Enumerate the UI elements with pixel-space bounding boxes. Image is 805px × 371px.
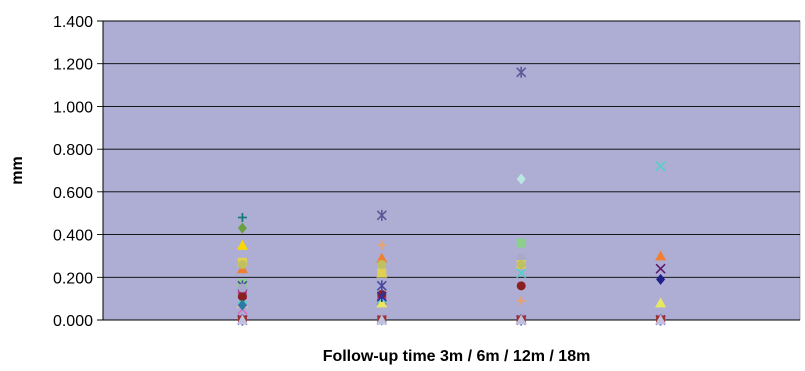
y-tick-label: 0.200 [53,270,93,287]
data-point [376,280,387,292]
y-tick-label: 1.200 [53,57,93,74]
data-point [516,259,526,269]
data-points [236,66,667,326]
data-point [237,222,247,234]
data-point [655,297,667,308]
plot-area [102,20,801,321]
data-point [516,238,526,248]
y-tick-label: 1.000 [53,99,93,116]
grid-lines [97,20,800,321]
data-point [515,314,527,325]
y-tick-labels: 0.000 0.200 0.400 0.600 0.800 1.000 1.200 1.400 [53,14,93,330]
data-point [237,283,247,293]
data-point [376,209,387,221]
y-tick-label: 0.600 [53,185,93,202]
data-point [655,263,666,274]
data-point [376,291,387,303]
data-point [656,273,666,285]
data-point [237,299,247,311]
data-point [237,259,247,269]
y-tick-label: 1.400 [53,14,93,31]
data-point [236,239,248,250]
data-point [516,296,526,306]
y-tick-label: 0.800 [53,142,93,159]
y-axis-title: mm [9,156,26,184]
data-point [237,212,247,222]
data-point [377,259,387,269]
x-axis-title: Follow-up time 3m / 6m / 12m / 18m [323,348,591,365]
data-point [516,66,527,78]
data-point [376,314,388,325]
data-point [376,297,388,308]
data-point [376,252,388,263]
data-point [655,161,666,172]
data-point [377,268,387,278]
y-tick-label: 0.400 [53,228,93,245]
data-point [655,314,667,325]
data-point [236,314,248,325]
data-point [516,173,526,185]
data-point [377,240,387,250]
data-point [516,267,527,279]
data-point [516,281,526,291]
y-tick-label: 0.000 [53,313,93,330]
data-point [237,292,247,302]
data-point [655,250,667,261]
